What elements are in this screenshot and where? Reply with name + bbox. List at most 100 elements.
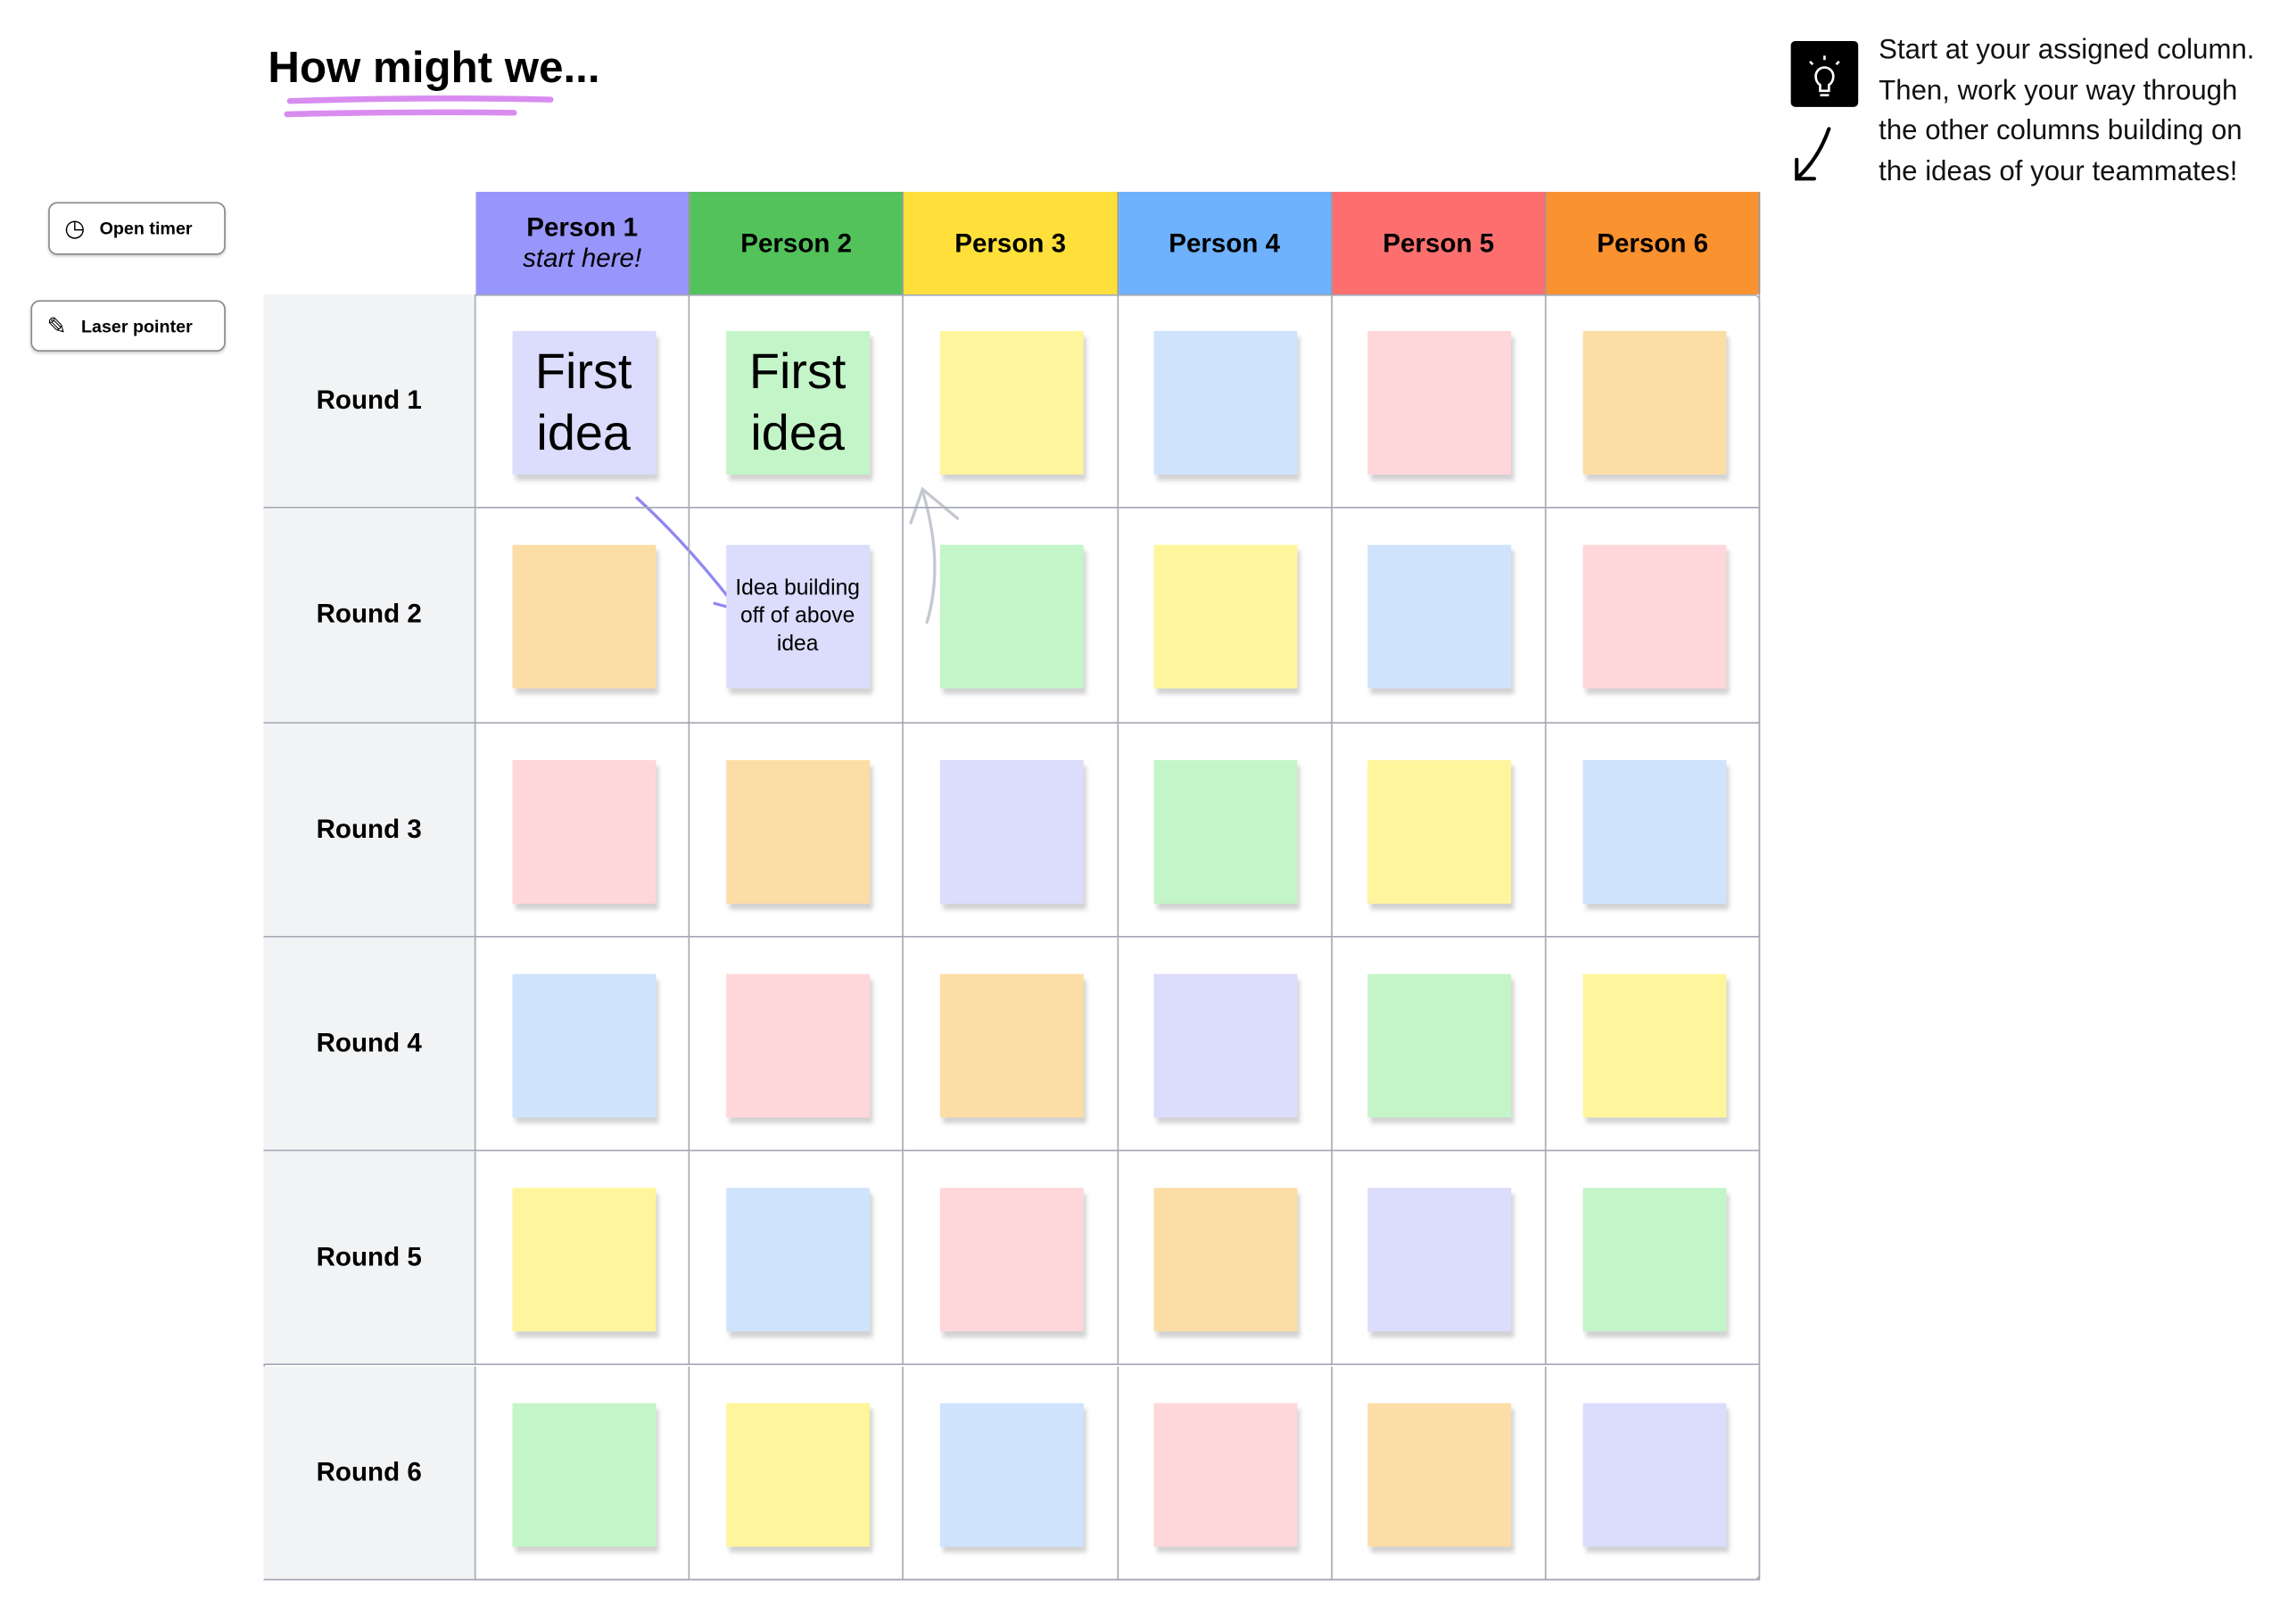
column-header: Person 4 [1118, 192, 1333, 294]
sticky-note[interactable] [511, 1402, 656, 1546]
title: How might we... [268, 44, 600, 93]
button-icon: ✎ [46, 314, 67, 340]
sticky-note[interactable] [1582, 1188, 1726, 1332]
cell [1546, 723, 1761, 938]
button-icon: ◷ [64, 216, 86, 242]
sticky-note[interactable]: Idea building off of above idea [725, 545, 870, 690]
sticky-note[interactable] [511, 1188, 656, 1332]
sticky-note[interactable] [939, 759, 1084, 904]
row-label: Round 6 [263, 1365, 476, 1580]
cell [904, 1151, 1119, 1366]
sticky-note[interactable] [1367, 973, 1512, 1118]
sticky-note[interactable] [1582, 973, 1726, 1118]
column-name: Person 3 [954, 228, 1067, 258]
cell [904, 723, 1119, 938]
sticky-note[interactable] [1153, 331, 1298, 475]
cell [904, 937, 1119, 1152]
cell [475, 294, 690, 509]
hint-arrow [1795, 127, 1831, 181]
column-subtitle: start here! [523, 243, 642, 273]
cell [1332, 1365, 1547, 1580]
sticky-note[interactable] [511, 973, 656, 1118]
cell [690, 509, 904, 724]
cell [690, 294, 904, 509]
cell [475, 723, 690, 938]
button-label: Open timer [99, 218, 193, 239]
cell [1332, 509, 1547, 724]
row-label: Round 5 [263, 1151, 476, 1366]
row-label: Round 3 [263, 723, 476, 938]
cell [1546, 1151, 1761, 1366]
underline [284, 95, 554, 118]
cell [475, 509, 690, 724]
cell [475, 1365, 690, 1580]
instruction-line: Then, work your way through [1879, 75, 2238, 107]
bulb [1809, 55, 1840, 97]
sticky-note[interactable] [511, 545, 656, 690]
cell [1332, 937, 1547, 1152]
bulb-icon [1790, 40, 1859, 107]
sticky-note[interactable] [939, 973, 1084, 1118]
cell [1332, 1151, 1547, 1366]
sticky-note[interactable] [1153, 973, 1298, 1118]
sticky-note[interactable] [1153, 1402, 1298, 1546]
toolbar-button[interactable]: ✎ Laser pointer [30, 300, 226, 352]
row-label: Round 1 [263, 294, 476, 509]
sticky-note[interactable] [939, 545, 1084, 690]
cell [1118, 509, 1333, 724]
sticky-note[interactable] [725, 1188, 870, 1332]
toolbar-button[interactable]: ◷ Open timer [48, 202, 226, 255]
sticky-note[interactable] [1582, 331, 1726, 475]
cell [1332, 294, 1547, 509]
cell [1546, 509, 1761, 724]
cell [1546, 294, 1761, 509]
sticky-note[interactable] [1153, 545, 1298, 690]
column-name: Person 4 [1169, 228, 1281, 258]
sticky-note[interactable] [939, 1402, 1084, 1546]
cell [475, 937, 690, 1152]
sticky-note[interactable]: First idea [725, 331, 870, 475]
cell [1118, 723, 1333, 938]
column-name: Person 5 [1383, 228, 1495, 258]
sticky-note[interactable] [1582, 1402, 1726, 1546]
cell [690, 1365, 904, 1580]
cell [690, 723, 904, 938]
sticky-note[interactable] [1367, 759, 1512, 904]
column-header: Person 2 [690, 192, 904, 294]
column-header: Person 5 [1332, 192, 1547, 294]
column-header: Person 3 [904, 192, 1119, 294]
sticky-note[interactable] [939, 331, 1084, 475]
cell [1546, 1365, 1761, 1580]
column-name: Person 1 [526, 212, 639, 242]
sticky-note[interactable] [725, 1402, 870, 1546]
sticky-note[interactable] [511, 759, 656, 904]
instruction-line: Start at your assigned column. [1879, 35, 2255, 66]
cell [904, 294, 1119, 509]
cell [1118, 937, 1333, 1152]
sticky-note[interactable]: First idea [511, 331, 656, 475]
sticky-note[interactable] [1367, 545, 1512, 690]
cell [1118, 1365, 1333, 1580]
row-label: Round 4 [263, 937, 476, 1152]
sticky-note[interactable] [725, 973, 870, 1118]
row-label: Round 2 [263, 509, 476, 724]
cell [904, 509, 1119, 724]
sticky-note[interactable] [939, 1188, 1084, 1332]
sticky-note[interactable] [1582, 759, 1726, 904]
column-header: Person 1 start here! [475, 192, 690, 294]
cell [690, 1151, 904, 1366]
cell [475, 1151, 690, 1366]
sticky-note[interactable] [1367, 1402, 1512, 1546]
instruction-line: the other columns building on [1879, 115, 2242, 147]
sticky-note[interactable] [1153, 1188, 1298, 1332]
sticky-note[interactable] [1582, 545, 1726, 690]
sticky-note[interactable] [725, 759, 870, 904]
sticky-note[interactable] [1367, 331, 1512, 475]
cell [1118, 1151, 1333, 1366]
sticky-note[interactable] [1153, 759, 1298, 904]
sticky-note[interactable] [1367, 1188, 1512, 1332]
cell [1118, 294, 1333, 509]
